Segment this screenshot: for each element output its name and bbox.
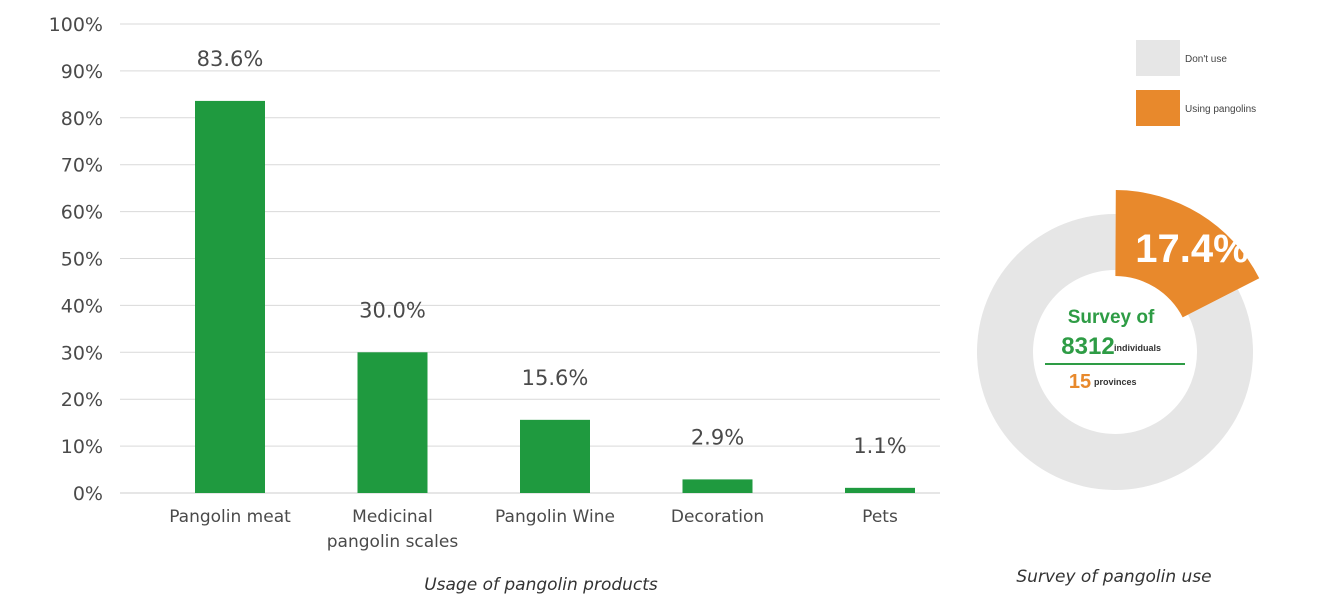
donut-slice-dont-use <box>976 214 1253 490</box>
bar <box>520 419 590 493</box>
bar-value-label: 2.9% <box>691 425 744 449</box>
center-divider <box>1045 363 1185 365</box>
bar <box>195 100 265 493</box>
bar-value-label: 30.0% <box>359 298 426 322</box>
y-tick-label: 90% <box>61 61 103 83</box>
x-tick-label: pangolin scales <box>327 532 459 552</box>
bar-value-label: 1.1% <box>853 434 906 458</box>
donut-slice-using-pangolins <box>1115 190 1260 318</box>
bar-value-label: 15.6% <box>522 366 589 390</box>
x-tick-label: Pangolin Wine <box>495 507 615 527</box>
bar-chart-bars <box>195 100 915 493</box>
bar <box>845 487 915 493</box>
legend-swatch <box>1136 40 1180 76</box>
bar-chart-y-axis: 0% 10% 20% 30% 40% 50% 60% 70% 80% 90% 100% <box>49 14 103 505</box>
y-tick-label: 50% <box>61 249 103 271</box>
center-individual-count: 8312 <box>1061 333 1114 360</box>
donut-center-label: Survey of 8312 individuals 15 provinces <box>1045 307 1185 393</box>
legend-label: Don't use <box>1185 54 1227 65</box>
donut-legend: Don't use Using pangolins <box>1136 40 1256 126</box>
y-tick-label: 60% <box>61 202 103 224</box>
y-tick-label: 80% <box>61 108 103 130</box>
center-province-count: 15 <box>1069 371 1091 393</box>
donut-highlight-value: 17.4% <box>1135 227 1248 271</box>
center-individual-unit: individuals <box>1114 343 1161 353</box>
y-tick-label: 10% <box>61 436 103 458</box>
y-tick-label: 20% <box>61 389 103 411</box>
legend-label: Using pangolins <box>1185 104 1256 115</box>
donut-chart: 17.4% <box>976 190 1260 490</box>
x-tick-label: Medicinal <box>352 507 433 527</box>
center-province-unit: provinces <box>1094 377 1137 387</box>
x-tick-label: Pangolin meat <box>169 507 291 527</box>
x-tick-label: Pets <box>862 507 898 527</box>
bar-value-label: 83.6% <box>197 47 264 71</box>
y-tick-label: 70% <box>61 155 103 177</box>
donut-chart-caption: Survey of pangolin use <box>1016 567 1211 587</box>
y-tick-label: 100% <box>49 14 103 36</box>
bar <box>682 479 753 493</box>
y-tick-label: 0% <box>73 483 103 505</box>
bar <box>357 352 428 493</box>
bar-chart-x-axis: Pangolin meat Medicinal pangolin scales Pan… <box>169 507 898 552</box>
bar-chart-caption: Usage of pangolin products <box>424 575 658 595</box>
x-tick-label: Decoration <box>671 507 764 527</box>
y-tick-label: 40% <box>61 295 103 317</box>
bar-chart-value-labels: 83.6% 30.0% 15.6% 2.9% 1.1% <box>197 47 907 458</box>
center-survey-title: Survey of <box>1068 307 1155 328</box>
y-tick-label: 30% <box>61 342 103 364</box>
legend-swatch <box>1136 90 1180 126</box>
